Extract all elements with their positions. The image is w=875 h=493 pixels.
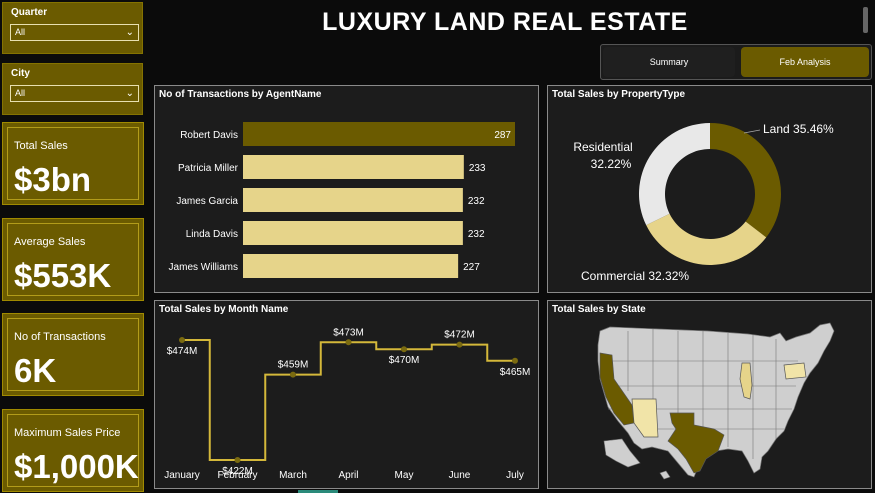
sales-point[interactable]	[179, 337, 185, 343]
state-texas	[667, 412, 725, 474]
agent-bar-value: 232	[468, 196, 485, 207]
kpi-card-average-sales: Average Sales $553K	[2, 218, 144, 301]
kpi-value: $3bn	[14, 161, 92, 198]
sales-point[interactable]	[512, 357, 518, 364]
kpi-card-max-sales-price: Maximum Sales Price $1,000K	[2, 409, 144, 492]
month-sales-card: Total Sales by Month Name $474M January $4…	[154, 300, 539, 489]
donut-label: 32.22%	[591, 157, 632, 171]
tab-feb-analysis[interactable]: Feb Analysis	[741, 47, 869, 77]
us-mainland	[597, 322, 835, 478]
agent-bar[interactable]	[243, 188, 463, 212]
month-tick-label: April	[338, 470, 358, 481]
card-title: Total Sales by PropertyType	[552, 89, 686, 100]
scrollbar[interactable]	[863, 7, 868, 33]
month-tick-label: June	[449, 470, 471, 481]
agent-name-label: Patricia Miller	[178, 163, 239, 174]
donut-slice[interactable]	[710, 123, 781, 238]
month-tick-label: February	[217, 470, 257, 481]
tab-summary[interactable]: Summary	[603, 47, 735, 77]
agent-bar-value: 287	[494, 130, 511, 141]
month-tick-label: July	[506, 470, 524, 481]
quarter-slicer: Quarter All ⌄	[2, 2, 143, 54]
agent-bar-value: 233	[469, 163, 486, 174]
sales-point[interactable]	[401, 346, 407, 353]
city-value: All	[15, 88, 26, 98]
state-pennsylvania	[783, 362, 807, 380]
kpi-value: $553K	[14, 257, 112, 294]
donut-slice[interactable]	[646, 213, 767, 265]
kpi-value: $1,000K	[14, 448, 139, 485]
property-donut-chart: Land 35.46% Commercial 32.32% Residential 3…	[573, 122, 834, 283]
month-tick-label: March	[279, 470, 307, 481]
page-indicator	[298, 490, 338, 493]
donut-slice[interactable]	[639, 123, 710, 226]
agent-bar-chart: Robert Davis 287 Patricia Miller 233 James G…	[169, 122, 515, 278]
chevron-down-icon: ⌄	[125, 88, 134, 99]
city-slicer: City All ⌄	[2, 63, 143, 115]
quarter-value: All	[15, 27, 26, 37]
card-title: Total Sales by State	[552, 304, 646, 315]
agent-name-label: James Garcia	[176, 196, 238, 207]
sales-data-label: $459M	[278, 360, 309, 371]
sales-point[interactable]	[234, 457, 241, 463]
us-map	[597, 322, 835, 480]
leader-line	[743, 129, 761, 134]
agent-bar[interactable]	[243, 221, 463, 245]
state-california	[599, 352, 635, 426]
state-arizona	[631, 398, 659, 438]
month-tick-label: January	[164, 470, 200, 481]
agent-bar-value: 232	[468, 229, 485, 240]
city-label: City	[11, 68, 30, 79]
state-map-card: Total Sales by State	[547, 300, 872, 489]
donut-label: Residential	[573, 140, 632, 154]
card-title: Total Sales by Month Name	[159, 304, 289, 315]
kpi-card-transactions: No of Transactions 6K	[2, 313, 144, 396]
sales-point[interactable]	[456, 341, 463, 348]
agent-name-label: Linda Davis	[186, 229, 238, 240]
alaska	[603, 438, 641, 468]
kpi-value: 6K	[14, 352, 57, 389]
agent-name-label: Robert Davis	[180, 130, 238, 141]
sales-data-label: $470M	[389, 355, 420, 366]
donut-label: Commercial 32.32%	[581, 269, 689, 283]
quarter-dropdown[interactable]: All ⌄	[10, 24, 139, 41]
agent-bar[interactable]	[243, 254, 459, 278]
sales-data-label: $472M	[444, 330, 475, 341]
sales-point[interactable]	[345, 339, 352, 346]
agent-transactions-card: No of Transactions by AgentName Robert D…	[154, 85, 539, 293]
sales-data-label: $465M	[500, 367, 531, 378]
kpi-label: Total Sales	[14, 140, 68, 152]
sales-data-label: $474M	[167, 346, 198, 357]
agent-bar[interactable]	[243, 122, 515, 146]
city-dropdown[interactable]: All ⌄	[10, 85, 139, 102]
sales-data-label: $422M	[222, 466, 253, 477]
hawaii	[659, 470, 671, 480]
kpi-card-total-sales: Total Sales $3bn	[2, 122, 144, 205]
agent-bar[interactable]	[243, 155, 464, 179]
donut-label: Land 35.46%	[763, 122, 834, 136]
sales-line	[182, 339, 515, 461]
agent-name-label: James Williams	[169, 262, 238, 273]
page-title: LUXURY LAND REAL ESTATE	[322, 8, 688, 36]
kpi-label: Maximum Sales Price	[14, 427, 121, 439]
kpi-label: Average Sales	[14, 236, 86, 248]
quarter-label: Quarter	[11, 7, 48, 18]
kpi-label: No of Transactions	[14, 331, 106, 343]
card-title: No of Transactions by AgentName	[159, 89, 322, 100]
agent-bar-value: 227	[463, 262, 480, 273]
state-illinois	[739, 362, 753, 400]
property-type-card: Total Sales by PropertyType Land 35.46% C…	[547, 85, 872, 293]
sales-point[interactable]	[290, 371, 296, 378]
page-navigator: Summary Feb Analysis	[600, 44, 872, 80]
month-tick-label: May	[395, 470, 414, 481]
sales-data-label: $473M	[333, 327, 364, 338]
chevron-down-icon: ⌄	[125, 27, 134, 38]
